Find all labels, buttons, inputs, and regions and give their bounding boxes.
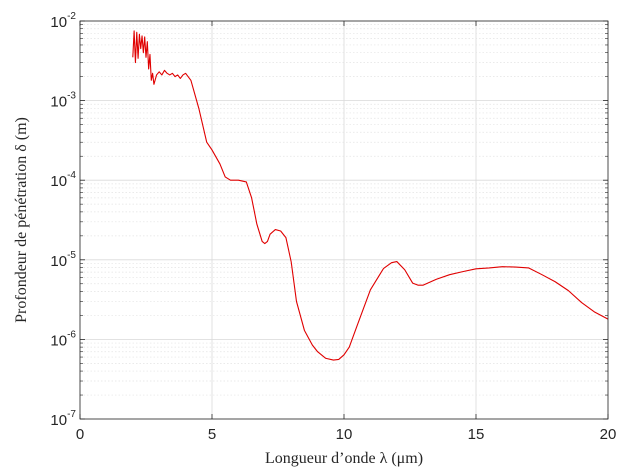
x-axis-label: Longueur d’onde λ (μm) bbox=[265, 450, 423, 467]
y-tick-label: 10-2 bbox=[50, 11, 76, 31]
ticks bbox=[79, 20, 609, 420]
y-tick-label: 10-4 bbox=[50, 170, 76, 190]
y-tick-label: 10-5 bbox=[50, 250, 76, 270]
y-tick-label: 10-3 bbox=[50, 91, 76, 111]
y-tick-label: 10-6 bbox=[50, 329, 76, 349]
x-tick-labels: 0 5 10 15 20 bbox=[76, 426, 617, 443]
penetration-depth-line bbox=[132, 30, 609, 361]
x-tick-label: 5 bbox=[208, 426, 216, 443]
x-tick-label: 15 bbox=[468, 426, 485, 443]
y-tick-label: 10-7 bbox=[50, 409, 76, 429]
y-axis-label: Profondeur de pénétration δ (m) bbox=[13, 117, 30, 323]
x-tick-label: 10 bbox=[336, 426, 353, 443]
x-tick-label: 0 bbox=[76, 426, 84, 443]
series-layer bbox=[132, 30, 609, 361]
y-tick-labels: 10-7 10-6 10-5 10-4 10-3 10-2 bbox=[50, 11, 76, 429]
x-tick-label: 20 bbox=[600, 426, 617, 443]
